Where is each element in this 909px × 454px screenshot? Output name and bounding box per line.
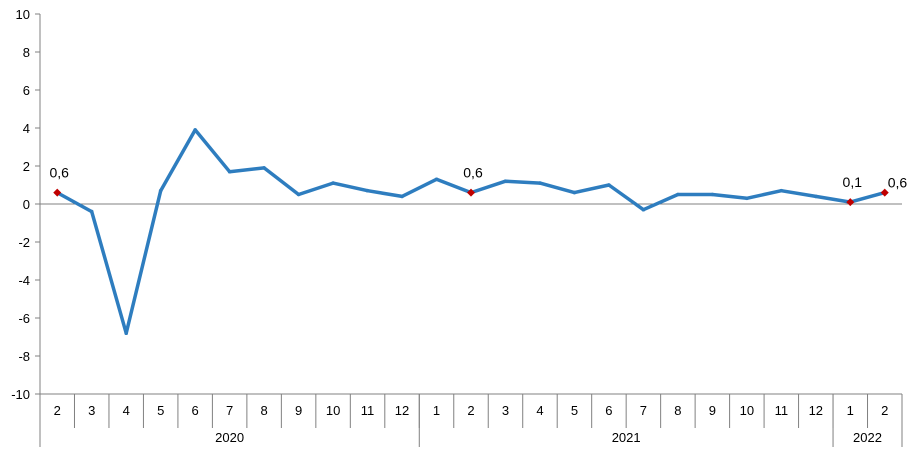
data-point bbox=[400, 194, 404, 199]
series-line bbox=[55, 128, 887, 335]
data-point bbox=[227, 169, 232, 174]
x-tick-label: 2 bbox=[467, 403, 474, 418]
y-tick-label: -8 bbox=[18, 349, 30, 364]
year-label: 2021 bbox=[612, 430, 641, 445]
data-point bbox=[814, 194, 818, 199]
data-point bbox=[331, 181, 335, 185]
y-tick-label: 0 bbox=[23, 197, 30, 212]
y-tick-label: -2 bbox=[18, 235, 30, 250]
x-tick-label: 1 bbox=[847, 403, 854, 418]
data-point bbox=[296, 192, 301, 197]
x-tick-label: 11 bbox=[775, 403, 789, 418]
y-tick-label: -6 bbox=[18, 311, 30, 326]
y-tick-label: -4 bbox=[18, 273, 30, 288]
data-point bbox=[745, 196, 749, 201]
highlight-marker bbox=[467, 188, 475, 197]
x-tick-label: 4 bbox=[536, 403, 543, 418]
data-label: 0,6 bbox=[50, 165, 70, 181]
year-label: 2020 bbox=[215, 430, 244, 445]
x-tick-label: 3 bbox=[88, 403, 95, 418]
x-tick-label: 10 bbox=[740, 403, 754, 418]
data-point bbox=[193, 128, 197, 132]
x-tick-label: 8 bbox=[261, 403, 268, 418]
x-tick-label: 7 bbox=[226, 403, 233, 418]
y-tick-label: 8 bbox=[23, 45, 30, 60]
data-point bbox=[779, 188, 784, 193]
x-tick-label: 7 bbox=[640, 403, 647, 418]
y-axis: 10 8 6 4 2 0 -2 -4 -6 -8 -10 bbox=[11, 7, 41, 402]
data-point bbox=[89, 209, 94, 214]
x-tick-label: 11 bbox=[361, 403, 375, 418]
x-tick-label: 10 bbox=[326, 403, 340, 418]
data-label: 0,1 bbox=[843, 174, 863, 190]
highlight-marker bbox=[53, 188, 62, 197]
data-label: 0,6 bbox=[888, 175, 908, 191]
x-tick-label: 12 bbox=[395, 403, 409, 418]
x-tick-label: 6 bbox=[605, 403, 612, 418]
x-tick-label: 9 bbox=[709, 403, 716, 418]
x-tick-label: 5 bbox=[157, 403, 164, 418]
x-tick-label: 3 bbox=[502, 403, 509, 418]
data-point bbox=[607, 183, 611, 187]
x-tick-label: 2 bbox=[881, 403, 888, 418]
data-point bbox=[434, 177, 439, 182]
highlight-marker bbox=[846, 198, 855, 207]
data-labels: 0,6 0,6 0,1 0,6 bbox=[50, 165, 908, 207]
x-tick-label: 5 bbox=[571, 403, 578, 418]
data-point bbox=[641, 207, 646, 212]
y-tick-label: 10 bbox=[16, 7, 30, 22]
data-point bbox=[572, 190, 577, 195]
x-tick-label: 1 bbox=[433, 403, 440, 418]
data-point bbox=[158, 188, 163, 193]
data-point bbox=[365, 188, 370, 193]
data-label: 0,6 bbox=[463, 165, 483, 181]
x-tick-label: 8 bbox=[674, 403, 681, 418]
data-point bbox=[124, 331, 128, 336]
y-tick-label: 2 bbox=[23, 159, 30, 174]
x-tick-label: 9 bbox=[295, 403, 302, 418]
data-point bbox=[503, 179, 508, 183]
x-tick-label: 6 bbox=[192, 403, 199, 418]
data-point bbox=[538, 181, 542, 185]
x-tick-label: 4 bbox=[123, 403, 130, 418]
data-point bbox=[262, 166, 266, 170]
highlight-marker bbox=[880, 188, 889, 197]
year-label: 2022 bbox=[853, 430, 882, 445]
y-tick-label: -10 bbox=[11, 387, 30, 402]
data-point bbox=[676, 192, 680, 197]
x-tick-label: 2 bbox=[54, 403, 61, 418]
y-tick-label: 6 bbox=[23, 83, 30, 98]
y-tick-label: 4 bbox=[23, 121, 30, 136]
x-tick-label: 12 bbox=[809, 403, 823, 418]
plot-area bbox=[55, 128, 887, 336]
data-point bbox=[710, 192, 715, 197]
